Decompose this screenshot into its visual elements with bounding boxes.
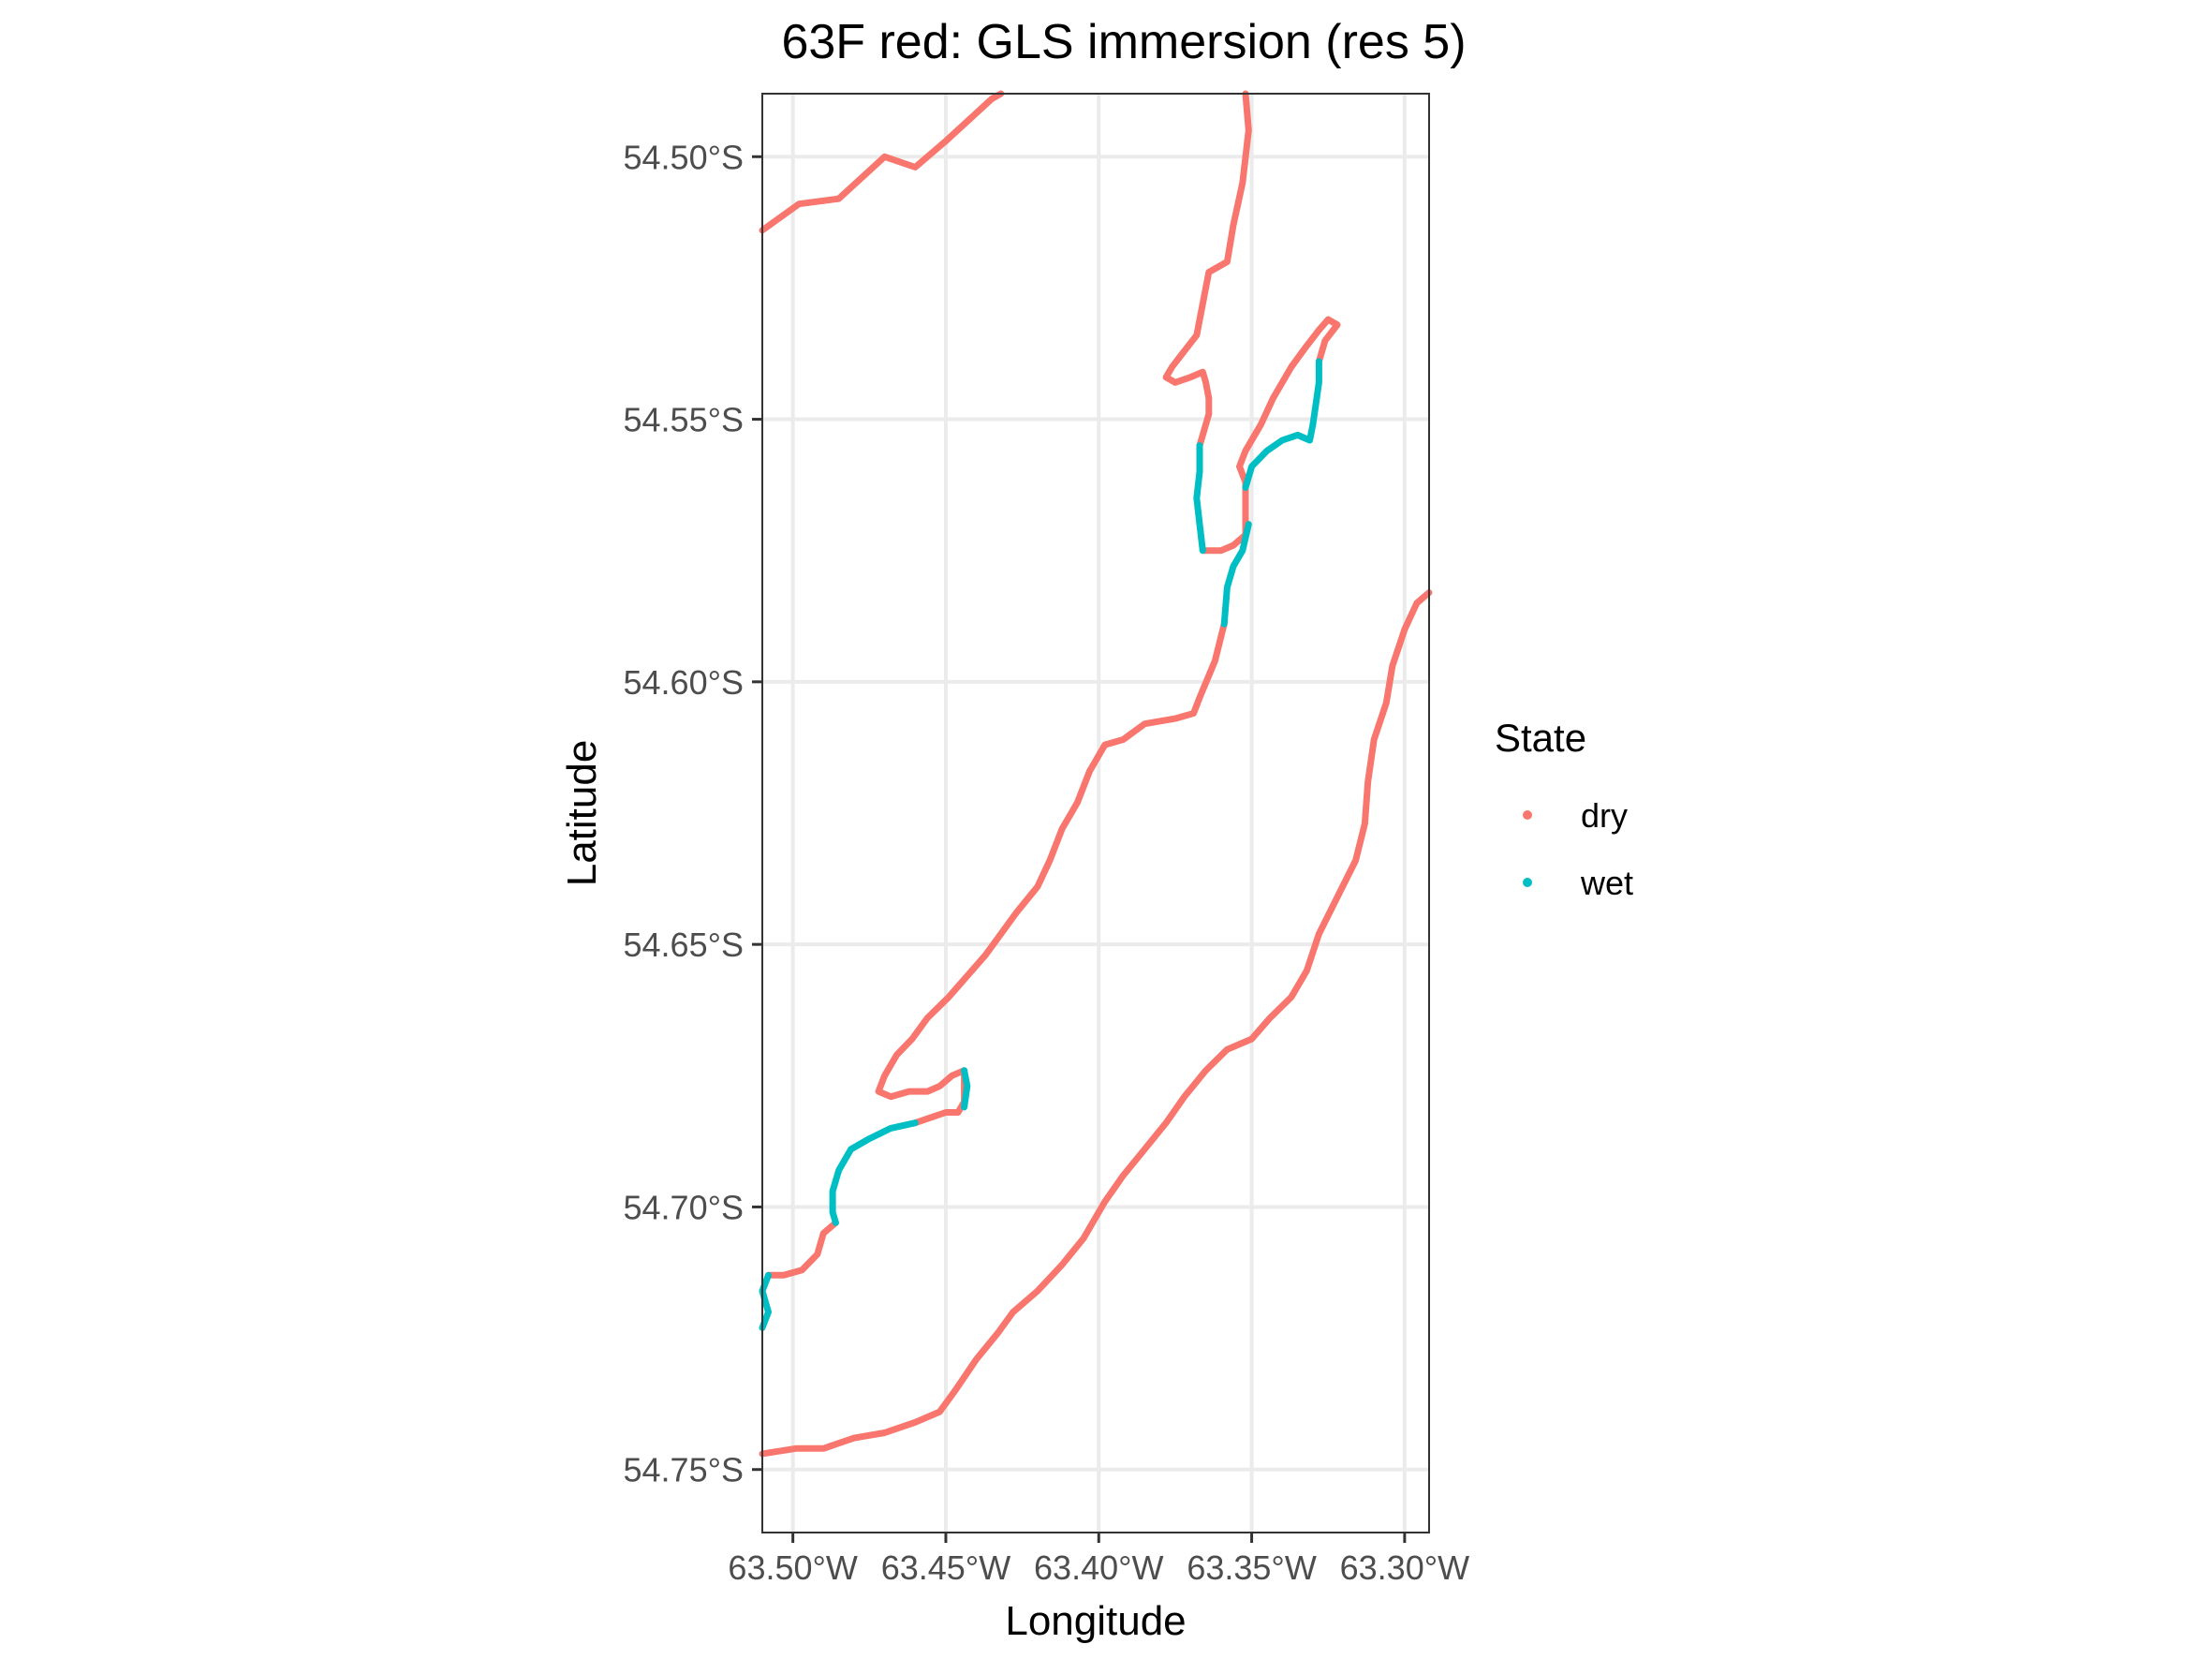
track-dry-4 bbox=[765, 1219, 839, 1279]
x-tick-label-1: 63.45°W bbox=[881, 1548, 1010, 1587]
track-dry-2 bbox=[1199, 316, 1341, 555]
track-dry-3 bbox=[875, 620, 1228, 1127]
legend-title: State bbox=[1495, 716, 1586, 760]
legend: State dry wet bbox=[1495, 716, 1633, 902]
track-dry-0 bbox=[759, 90, 1005, 234]
x-tick-label-3: 63.35°W bbox=[1187, 1548, 1316, 1587]
track-dry-1 bbox=[1162, 90, 1252, 450]
y-tick-label-2: 54.60°S bbox=[624, 663, 745, 702]
x-axis-title: Longitude bbox=[1005, 1598, 1186, 1644]
track-wet-4 bbox=[829, 1119, 919, 1226]
axis-ticks: 63.50°W 63.45°W 63.40°W 63.35°W 63.30°W 54.50… bbox=[624, 138, 1470, 1587]
y-tick-label-4: 54.70°S bbox=[624, 1188, 745, 1226]
x-tick-label-0: 63.50°W bbox=[728, 1548, 857, 1587]
legend-label-wet: wet bbox=[1580, 864, 1633, 902]
track-wet-3 bbox=[961, 1067, 971, 1111]
legend-key-wet bbox=[1523, 878, 1532, 887]
y-axis-title: Latitude bbox=[559, 740, 605, 887]
y-tick-label-1: 54.55°S bbox=[624, 401, 745, 439]
x-tick-label-2: 63.40°W bbox=[1034, 1548, 1163, 1587]
track-dry-5 bbox=[759, 589, 1433, 1458]
y-tick-label-0: 54.50°S bbox=[624, 138, 745, 176]
data-tracks bbox=[759, 90, 1433, 1458]
track-wet-2 bbox=[1220, 521, 1252, 628]
chart-title: 63F red: GLS immersion (res 5) bbox=[781, 15, 1466, 69]
track-wet-0 bbox=[1193, 442, 1206, 555]
legend-entries: dry wet bbox=[1523, 796, 1633, 902]
y-tick-label-5: 54.75°S bbox=[624, 1451, 745, 1489]
y-tick-label-3: 54.65°S bbox=[624, 926, 745, 964]
track-wet-1 bbox=[1242, 358, 1322, 491]
legend-key-dry bbox=[1523, 810, 1532, 820]
grid bbox=[762, 94, 1429, 1533]
legend-label-dry: dry bbox=[1581, 796, 1628, 835]
plot-panel-border bbox=[761, 93, 1430, 1533]
x-tick-label-4: 63.30°W bbox=[1340, 1548, 1469, 1587]
track-wet-5 bbox=[759, 1271, 772, 1331]
